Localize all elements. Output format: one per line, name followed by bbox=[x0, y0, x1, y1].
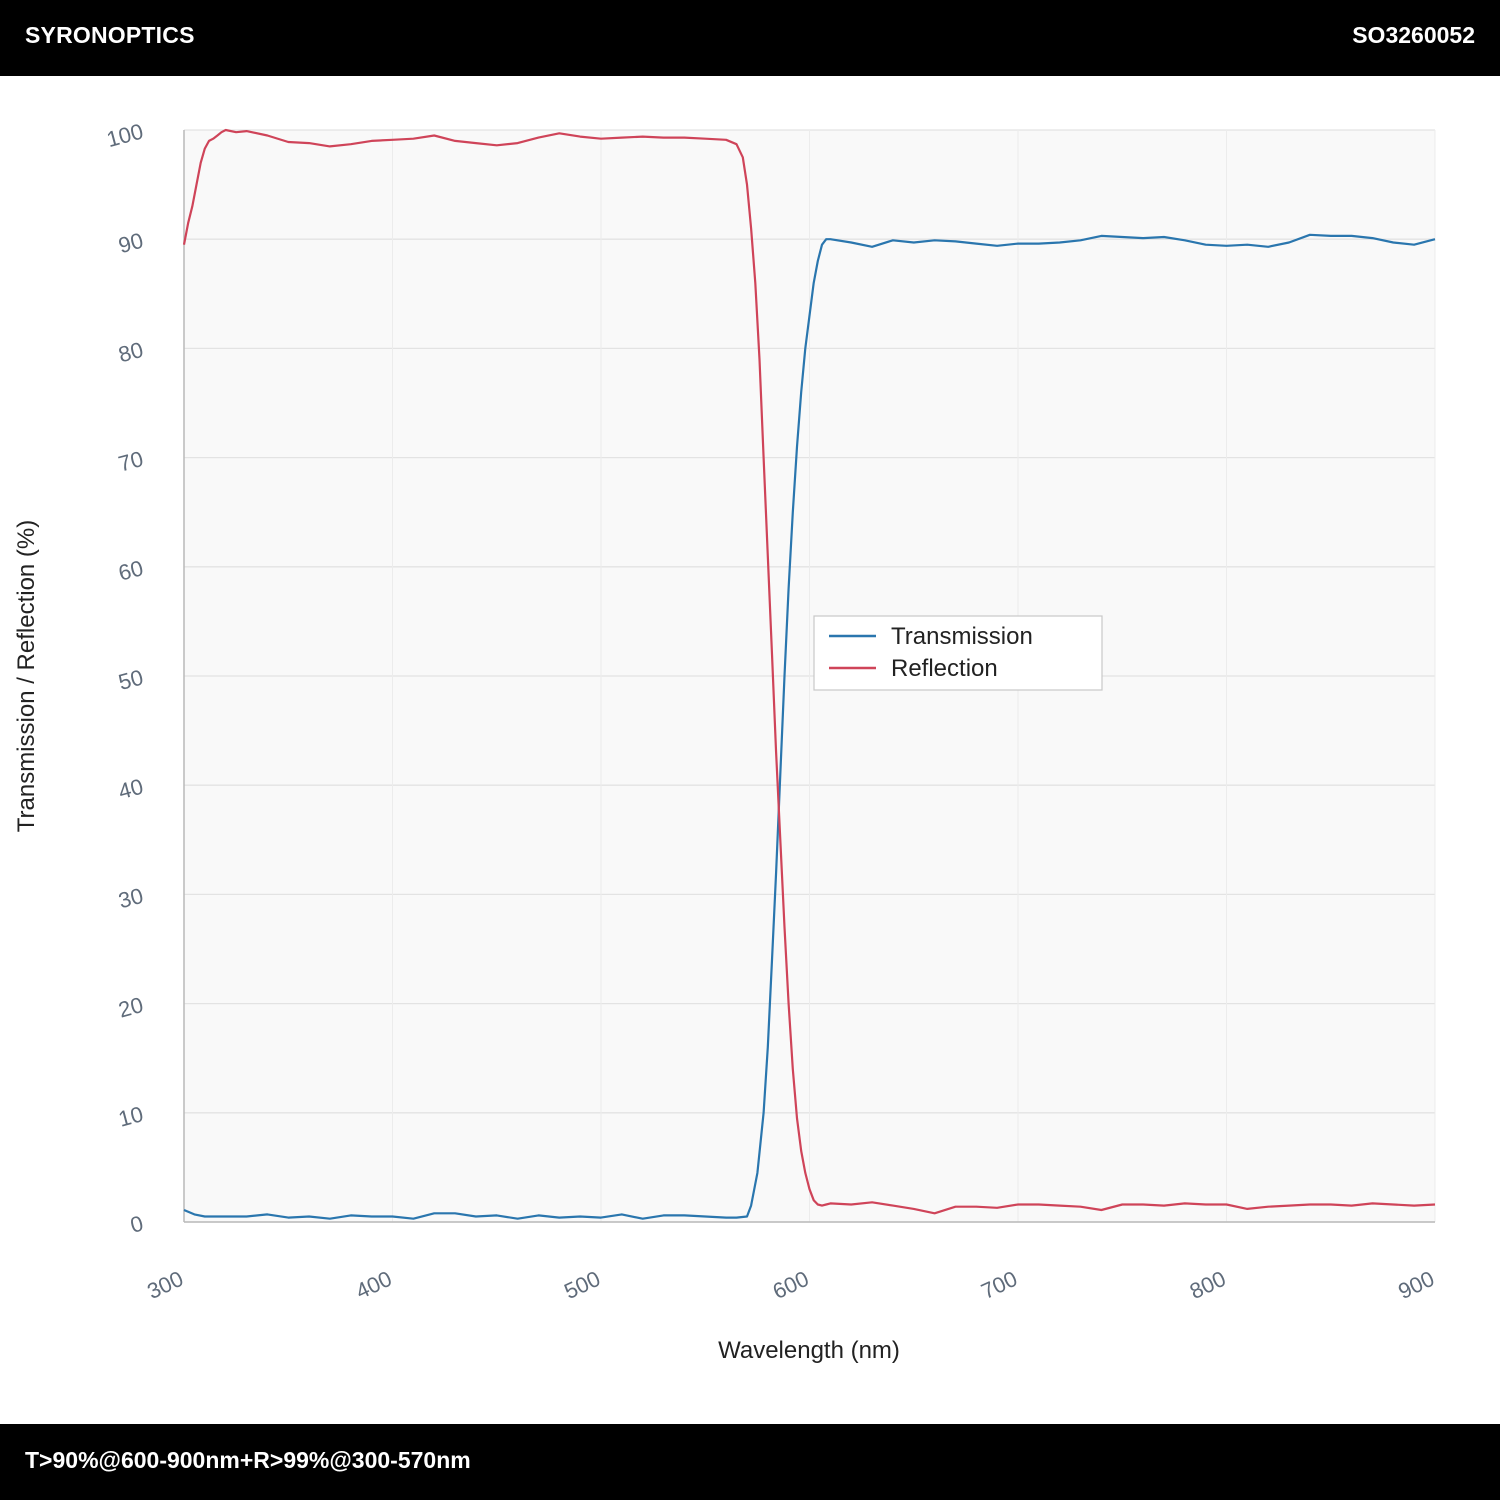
legend-box bbox=[813, 615, 1103, 691]
x-axis-title: Wavelength (nm) bbox=[718, 1337, 900, 1364]
spec-text: T>90%@600-900nm+R>99%@300-570nm bbox=[25, 1447, 471, 1473]
series-line-transmission bbox=[183, 233, 1436, 1220]
product-code: SO3260052 bbox=[1352, 22, 1475, 48]
y-tick-label: 70 bbox=[116, 446, 146, 476]
brand-name: SYRONOPTICS bbox=[25, 22, 195, 48]
y-tick-label: 50 bbox=[116, 664, 146, 694]
y-tick-label: 30 bbox=[116, 883, 146, 913]
y-tick-label: 40 bbox=[116, 774, 146, 804]
y-tick-label: 10 bbox=[116, 1101, 146, 1131]
x-tick-label: 900 bbox=[1394, 1266, 1438, 1304]
x-tick-label: 300 bbox=[143, 1266, 187, 1304]
x-tick-label: 400 bbox=[352, 1266, 396, 1304]
footer-bar: T>90%@600-900nm+R>99%@300-570nm bbox=[0, 1424, 1500, 1500]
y-tick-label: 20 bbox=[116, 992, 146, 1022]
series-lines bbox=[182, 128, 1436, 1220]
y-tick-label: 80 bbox=[116, 337, 146, 367]
y-tick-label: 60 bbox=[116, 555, 146, 585]
legend-label-reflection: Reflection bbox=[891, 655, 998, 682]
spectrum-chart: 0 10 20 30 40 50 60 70 80 90 100 300 400 500 600 700 800… bbox=[13, 118, 1438, 1364]
header-bar: SYRONOPTICS SO3260052 bbox=[0, 0, 1500, 76]
x-tick-label: 800 bbox=[1186, 1266, 1230, 1304]
axes bbox=[183, 130, 1435, 1223]
series-line-reflection bbox=[182, 128, 1436, 1215]
legend: Transmission Reflection bbox=[813, 615, 1103, 691]
legend-label-transmission: Transmission bbox=[891, 623, 1033, 650]
y-tick-label: 100 bbox=[104, 118, 146, 152]
x-tick-label: 600 bbox=[769, 1266, 813, 1304]
x-tick-label: 700 bbox=[977, 1266, 1021, 1304]
x-tick-label: 500 bbox=[560, 1266, 604, 1304]
y-axis-title: Transmission / Reflection (%) bbox=[13, 520, 40, 833]
y-tick-label: 0 bbox=[128, 1210, 146, 1237]
y-tick-label: 90 bbox=[116, 228, 146, 258]
